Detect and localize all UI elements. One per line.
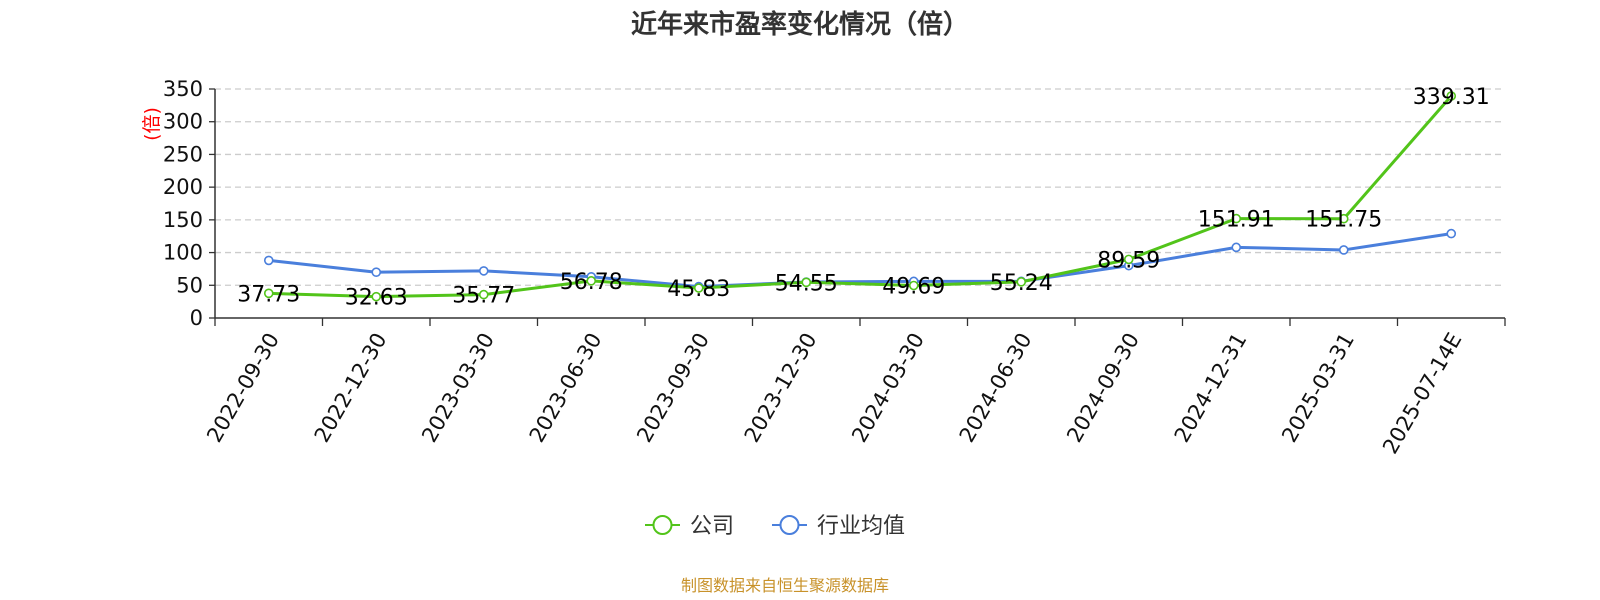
x-tick-label: 2023-06-30: [525, 329, 607, 447]
data-point: [586, 276, 597, 286]
x-tick-label: 2024-12-31: [1170, 329, 1252, 447]
x-tick-label: 2023-09-30: [632, 329, 714, 447]
x-tick-label: 2024-09-30: [1062, 329, 1144, 447]
data-point: [263, 255, 274, 266]
data-label: 54.55: [775, 271, 838, 296]
y-axis-unit: (倍): [141, 107, 163, 141]
y-tick-label: 0: [190, 306, 203, 330]
legend: 公司 行业均值: [645, 514, 905, 539]
data-point: [1231, 242, 1242, 253]
legend-swatch-marker: [779, 515, 800, 535]
series-line: [268, 95, 1453, 299]
series-line: [268, 232, 1452, 289]
x-tick-label: 2023-12-30: [740, 329, 822, 447]
grid: [215, 88, 1505, 286]
data-labels: 37.73 32.63 35.77 56.78 45.83 54.55 49.69 55.24…: [237, 85, 1489, 311]
data-point: [801, 277, 812, 288]
data-label: 49.69: [882, 274, 945, 299]
y-tick-label: 100: [163, 241, 203, 265]
data-label: 56.78: [560, 270, 623, 295]
x-tick-label: 2022-12-30: [310, 329, 392, 447]
data-label: 45.83: [667, 277, 730, 302]
data-point: [1338, 245, 1349, 255]
data-point: [1231, 213, 1242, 224]
data-label: 55.24: [990, 271, 1053, 296]
data-label: 339.31: [1413, 85, 1490, 110]
x-tick-label: 2025-03-31: [1277, 329, 1359, 447]
data-point: [1016, 277, 1027, 287]
data-source-note: 制图数据来自恒生聚源数据库: [681, 576, 889, 595]
data-label: 37.73: [237, 282, 300, 307]
axes: 0 50 100 150 200 250 300 350 2022-09-30 2022-12-3…: [163, 77, 1506, 458]
data-label: 151.75: [1305, 208, 1382, 233]
data-label: 32.63: [345, 286, 408, 311]
data-point: [263, 288, 274, 299]
data-point: [1446, 228, 1457, 239]
data-point: [693, 283, 704, 293]
y-tick-label: 250: [163, 142, 203, 166]
legend-label: 公司: [690, 514, 734, 539]
x-tick-label: 2025-07-14E: [1378, 329, 1466, 458]
legend-swatch-marker: [652, 515, 673, 535]
x-tick-label: 2024-03-30: [847, 329, 929, 447]
x-tick-label: 2024-06-30: [955, 329, 1037, 447]
data-point: [1123, 254, 1134, 265]
data-point: [478, 289, 489, 300]
data-label: 35.77: [452, 284, 515, 309]
series: [263, 91, 1457, 302]
data-point: [371, 291, 382, 302]
data-label: 89.59: [1097, 248, 1160, 273]
legend-label: 行业均值: [817, 514, 905, 539]
chart-title: 近年来市盈率变化情况（倍）: [631, 9, 969, 40]
y-tick-label: 200: [163, 175, 203, 199]
data-point: [1338, 213, 1349, 224]
y-tick-label: 50: [176, 273, 203, 297]
data-point: [478, 266, 489, 276]
y-tick-label: 300: [163, 110, 203, 134]
x-tick-label: 2022-09-30: [202, 329, 284, 447]
y-tick-label: 150: [163, 208, 203, 232]
data-label: 151.91: [1198, 208, 1275, 233]
x-tick-label: 2023-03-30: [417, 329, 499, 447]
data-point: [371, 267, 382, 278]
data-point: [1446, 91, 1457, 101]
y-tick-label: 350: [163, 77, 203, 101]
data-point: [908, 280, 919, 291]
